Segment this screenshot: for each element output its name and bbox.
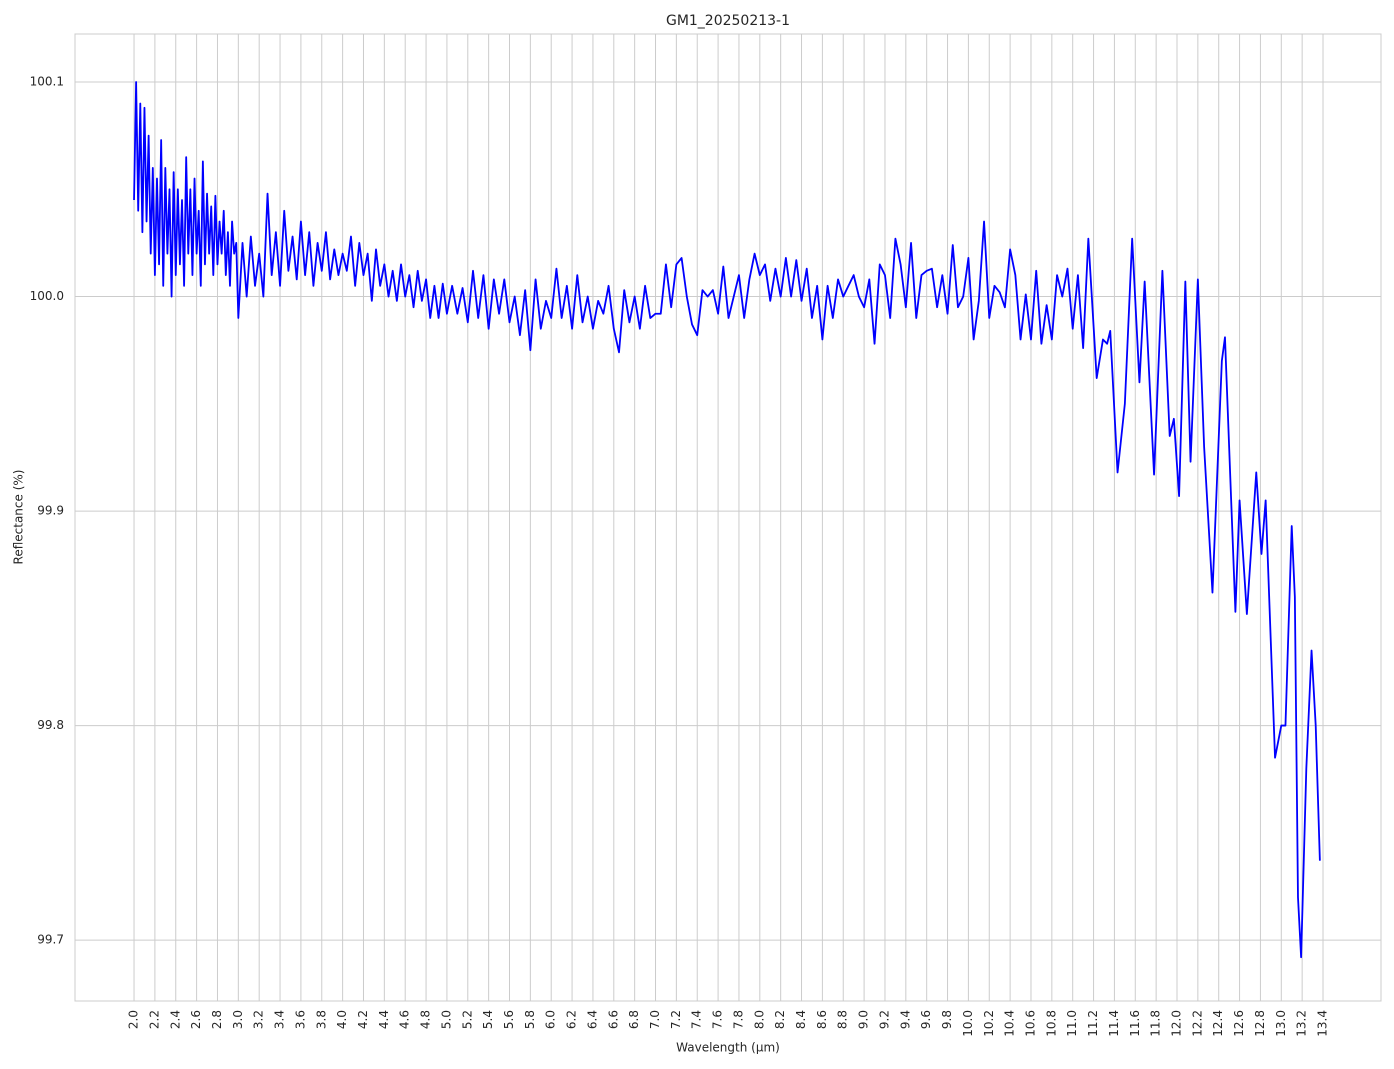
x-tick-label: 5.0: [439, 1010, 453, 1029]
x-tick-label: 12.0: [1169, 1010, 1183, 1037]
y-tick-label: 100.0: [30, 289, 64, 303]
x-axis-label: Wavelength (µm): [676, 1041, 780, 1055]
x-tick-label: 6.6: [606, 1010, 620, 1029]
x-tick-label: 2.2: [147, 1010, 161, 1029]
x-tick-label: 8.4: [794, 1010, 808, 1029]
x-tick-label: 4.4: [377, 1010, 391, 1029]
x-tick-label: 12.4: [1211, 1010, 1225, 1037]
x-tick-label: 7.6: [711, 1010, 725, 1029]
x-tick-label: 3.6: [293, 1010, 307, 1029]
x-tick-label: 10.0: [961, 1010, 975, 1037]
chart-title: GM1_20250213-1: [666, 13, 790, 29]
x-tick-label: 3.4: [273, 1010, 287, 1029]
x-tick-label: 13.2: [1295, 1010, 1309, 1037]
x-tick-label: 6.0: [544, 1010, 558, 1029]
y-tick-label: 99.7: [37, 933, 64, 947]
x-tick-label: 10.4: [1003, 1010, 1017, 1037]
x-tick-label: 4.2: [356, 1010, 370, 1029]
x-tick-label: 7.2: [669, 1010, 683, 1029]
x-tick-label: 9.0: [857, 1010, 871, 1029]
x-tick-label: 6.4: [585, 1010, 599, 1029]
x-tick-label: 4.0: [335, 1010, 349, 1029]
x-tick-label: 8.6: [815, 1010, 829, 1029]
plot: [133, 81, 1321, 959]
x-tick-label: 10.2: [982, 1010, 996, 1037]
x-tick-label: 10.6: [1023, 1010, 1037, 1037]
x-tick-label: 7.8: [731, 1010, 745, 1029]
x-tick-label: 3.8: [314, 1010, 328, 1029]
y-tick-label: 100.1: [30, 75, 64, 89]
plot-frame: [74, 33, 1382, 1002]
x-tick-label: 2.8: [210, 1010, 224, 1029]
x-tick-label: 9.6: [919, 1010, 933, 1029]
y-tick-label: 99.9: [37, 504, 64, 518]
x-tick-label: 8.0: [752, 1010, 766, 1029]
x-tick-label: 5.2: [460, 1010, 474, 1029]
x-tick-label: 4.6: [398, 1010, 412, 1029]
x-tick-label: 12.2: [1190, 1010, 1204, 1037]
x-tick-label: 13.0: [1274, 1010, 1288, 1037]
x-tick-label: 7.4: [690, 1010, 704, 1029]
x-tick-label: 7.0: [648, 1010, 662, 1029]
data-line: [133, 81, 1321, 959]
x-tick-label: 6.8: [627, 1010, 641, 1029]
x-tick-label: 13.4: [1316, 1010, 1330, 1037]
x-tick-label: 3.0: [231, 1010, 245, 1029]
x-tick-label: 12.8: [1253, 1010, 1267, 1037]
grid: [75, 34, 1381, 1001]
x-tick-label: 9.8: [940, 1010, 954, 1029]
x-tick-label: 10.8: [1044, 1010, 1058, 1037]
x-tick-label: 9.2: [877, 1010, 891, 1029]
x-tick-label: 5.4: [481, 1010, 495, 1029]
x-tick-label: 12.6: [1232, 1010, 1246, 1037]
x-tick-label: 3.2: [252, 1010, 266, 1029]
y-tick-label: 99.8: [37, 718, 64, 732]
x-tick-label: 9.4: [898, 1010, 912, 1029]
x-tick-label: 11.0: [1065, 1010, 1079, 1037]
x-tick-label: 8.2: [773, 1010, 787, 1029]
x-tick-label: 11.4: [1107, 1010, 1121, 1037]
x-tick-label: 5.8: [523, 1010, 537, 1029]
x-tick-label: 4.8: [419, 1010, 433, 1029]
y-axis-label: Reflectance (%): [12, 470, 26, 565]
x-tick-label: 8.8: [836, 1010, 850, 1029]
x-tick-label: 2.4: [168, 1010, 182, 1029]
x-tick-label: 11.2: [1086, 1010, 1100, 1037]
x-tick-label: 2.0: [127, 1010, 141, 1029]
x-tick-label: 2.6: [189, 1010, 203, 1029]
x-tick-label: 11.8: [1149, 1010, 1163, 1037]
x-tick-label: 11.6: [1128, 1010, 1142, 1037]
x-tick-label: 5.6: [502, 1010, 516, 1029]
x-tick-label: 6.2: [565, 1010, 579, 1029]
